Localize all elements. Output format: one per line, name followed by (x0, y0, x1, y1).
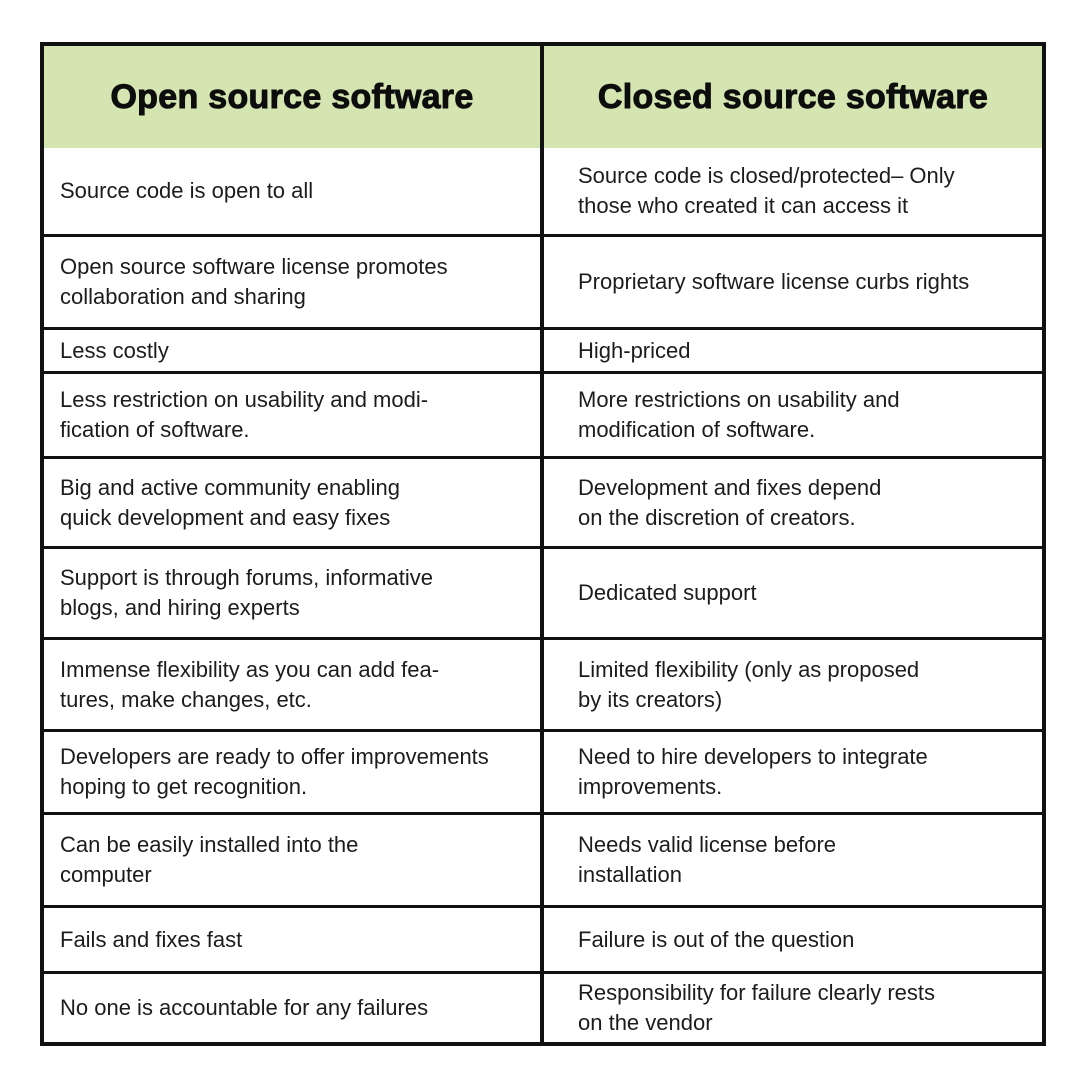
cell-text: Fails and fixes fast (60, 926, 243, 952)
table-row-cell-open-10: Fails and fixes fast (44, 905, 544, 971)
cell-text: Source code is open to all (60, 178, 314, 203)
cell-text: Open source software license promotes co… (60, 254, 448, 309)
cell-text: Proprietary software license curbs right… (578, 269, 970, 294)
header-closed-source-label: Closed source software (597, 77, 989, 116)
cell-text: Support is through forums, informative b… (60, 565, 433, 620)
table-row-cell-closed-8: Need to hire developers to integrate imp… (544, 729, 1042, 812)
table-row-cell-open-3: Less costly (44, 327, 544, 371)
cell-text: More restrictions on usability and modif… (578, 387, 900, 442)
table-row-cell-open-6: Support is through forums, informative b… (44, 546, 544, 637)
table-row-cell-closed-1: Source code is closed/protected– Only th… (544, 148, 1042, 234)
table-row-cell-open-1: Source code is open to all (44, 148, 544, 234)
cell-text: Development and fixes depend on the disc… (578, 474, 882, 530)
header-cell-closed-source: Closed source software (544, 46, 1042, 148)
cell-text: Source code is closed/protected– Only th… (578, 163, 955, 218)
table-row-cell-open-7: Immense flexibility as you can add fea- … (44, 637, 544, 729)
table-row-cell-closed-2: Proprietary software license curbs right… (544, 234, 1042, 327)
table-row-cell-open-8: Developers are ready to offer improvemen… (44, 729, 544, 812)
cell-text: Developers are ready to offer improvemen… (60, 744, 489, 799)
cell-text: Needs valid license before installation (578, 832, 837, 887)
cell-text: Failure is out of the question (578, 926, 855, 952)
cell-text: Limited flexibility (only as proposed by… (578, 656, 920, 712)
table-row-cell-closed-9: Needs valid license before installation (544, 812, 1042, 905)
header-cell-open-source: Open source software (44, 46, 544, 148)
table-row-cell-closed-11: Responsibility for failure clearly rests… (544, 971, 1042, 1042)
cell-text: Can be easily installed into the compute… (60, 832, 359, 887)
cell-text: Less costly (60, 337, 169, 363)
cell-text: Dedicated support (578, 580, 757, 605)
table-row-cell-closed-7: Limited flexibility (only as proposed by… (544, 637, 1042, 729)
table-row-cell-closed-4: More restrictions on usability and modif… (544, 371, 1042, 456)
table-row-cell-closed-3: High-priced (544, 327, 1042, 371)
cell-text: Big and active community enabling quick … (60, 474, 400, 530)
table-row-cell-open-9: Can be easily installed into the compute… (44, 812, 544, 905)
table-row-cell-open-4: Less restriction on usability and modi- … (44, 371, 544, 456)
table-row-cell-closed-6: Dedicated support (544, 546, 1042, 637)
cell-text: Responsibility for failure clearly rests… (578, 980, 936, 1035)
cell-text: Need to hire developers to integrate imp… (578, 744, 928, 799)
cell-text: Immense flexibility as you can add fea- … (60, 656, 440, 712)
comparison-table: Open source software Closed source softw… (40, 42, 1046, 1046)
cell-text: High-priced (578, 337, 691, 363)
table-row-cell-closed-10: Failure is out of the question (544, 905, 1042, 971)
header-open-source-label: Open source software (110, 77, 474, 116)
cell-text: Less restriction on usability and modi- … (60, 387, 429, 442)
cell-text: No one is accountable for any failures (60, 995, 429, 1020)
table-row-cell-open-5: Big and active community enabling quick … (44, 456, 544, 546)
table-row-cell-open-2: Open source software license promotes co… (44, 234, 544, 327)
table-row-cell-closed-5: Development and fixes depend on the disc… (544, 456, 1042, 546)
table-row-cell-open-11: No one is accountable for any failures (44, 971, 544, 1042)
